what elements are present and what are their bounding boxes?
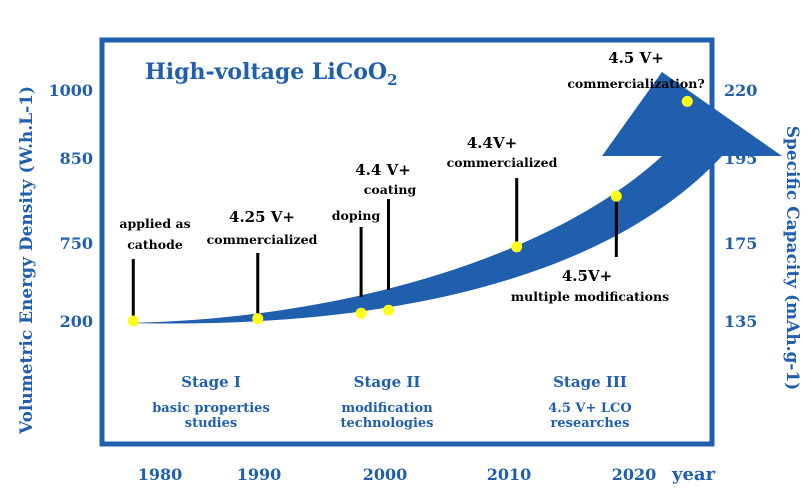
y-tick-right-175: 175 <box>724 234 757 253</box>
stage-3-desc-0: 4.5 V+ LCO <box>548 401 631 416</box>
y-tick-right-135: 135 <box>724 312 757 331</box>
milestones: applied as cathode 4.25 V+ commercialized do… <box>119 49 705 327</box>
milestone-6-label-0: commercialization? <box>567 76 704 91</box>
y-tick-left-850: 850 <box>60 149 93 168</box>
y-tick-left-1000: 1000 <box>48 81 93 100</box>
milestone-4-point <box>511 241 523 253</box>
left-axis-label: Volumetric Energy Density (W.h.L-1) <box>17 86 37 435</box>
chart-title-main: High-voltage LiCoO <box>145 59 387 85</box>
milestone-6-title: 4.5 V+ <box>608 49 664 67</box>
milestone-4-title: 4.4V+ <box>467 134 517 152</box>
milestone-0-label-1: cathode <box>127 237 183 252</box>
milestone-1-title: 4.25 V+ <box>229 208 295 226</box>
milestone-1-point <box>252 313 264 325</box>
milestone-3-title: 4.4 V+ <box>355 161 411 179</box>
milestone-5-point <box>610 190 622 202</box>
stage-1-desc-1: studies <box>185 416 237 431</box>
milestone-0-label-0: applied as <box>119 216 190 231</box>
chart-title: High-voltage LiCoO2 <box>145 59 398 89</box>
tick-labels: 1980 1990 2000 2010 2020 200 750 850 1000 135 175 1… <box>48 81 757 484</box>
x-tick-2010: 2010 <box>487 465 532 484</box>
milestone-3-label-0: coating <box>364 182 417 197</box>
y-tick-left-200: 200 <box>60 312 93 331</box>
milestone-4-label-0: commercialized <box>447 155 558 170</box>
stage-3-desc-1: researches <box>551 416 630 431</box>
y-tick-left-750: 750 <box>60 234 93 253</box>
milestone-1-label-0: commercialized <box>207 232 318 247</box>
x-tick-2000: 2000 <box>363 465 408 484</box>
stage-2-desc-0: modification <box>341 401 433 416</box>
stage-1-title: Stage I <box>181 373 241 391</box>
milestone-5-label-0: multiple modifications <box>511 289 669 304</box>
y-tick-right-220: 220 <box>724 81 757 100</box>
milestone-3-point <box>382 304 394 316</box>
milestone-2-point <box>355 307 367 319</box>
x-tick-1980: 1980 <box>138 465 183 484</box>
x-axis-label: year <box>671 464 716 485</box>
right-axis-label: Specific Capacity (mAh.g-1) <box>782 126 802 391</box>
stage-1-desc-0: basic properties <box>152 401 270 416</box>
x-tick-2020: 2020 <box>612 465 657 484</box>
stage-2-title: Stage II <box>354 373 421 391</box>
stage-2-desc-1: technologies <box>341 416 434 431</box>
growth-arrow <box>128 72 782 324</box>
stage-3-title: Stage III <box>553 373 627 391</box>
milestone-2-label-0: doping <box>332 208 381 223</box>
milestone-6-point <box>681 95 693 107</box>
milestone-5-title: 4.5V+ <box>562 267 612 285</box>
y-tick-right-195: 195 <box>724 149 757 168</box>
chart-frame <box>99 37 715 447</box>
chart-title-sub: 2 <box>387 71 397 89</box>
x-tick-1990: 1990 <box>237 465 282 484</box>
milestone-0-point <box>127 315 139 327</box>
